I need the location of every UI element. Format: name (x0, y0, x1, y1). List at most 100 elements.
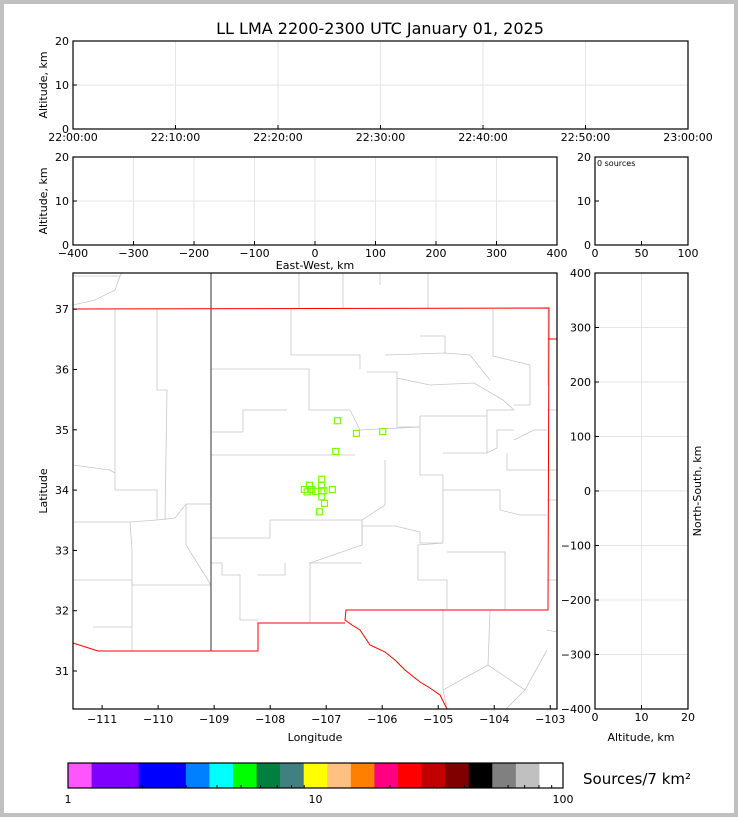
county-boundary (211, 368, 421, 431)
county-boundary (367, 371, 515, 411)
colorbar-swatch (539, 763, 564, 788)
county-boundary (73, 521, 133, 551)
county-boundary (505, 689, 526, 710)
lightning-source-marker (352, 429, 361, 438)
ns-panel-tick-label-y: −200 (561, 594, 591, 607)
colorbar-swatch (280, 763, 305, 788)
histogram-panel-frame (594, 156, 689, 246)
ns-panel-tick-label-y: −300 (561, 649, 591, 662)
colorbar-swatch (350, 763, 375, 788)
histogram-panel-tick-label-x: 50 (635, 247, 649, 260)
map-tick-label-x: −108 (255, 713, 285, 726)
lightning-source-marker (318, 493, 326, 501)
ew-panel-ylabel: Altitude, km (37, 167, 50, 234)
colorbar-swatch (209, 763, 234, 788)
ns-panel-xlabel: Altitude, km (607, 731, 674, 744)
time-panel-tick-label-x: 22:20:00 (253, 131, 302, 144)
county-boundary (420, 409, 514, 417)
state-boundary (72, 622, 345, 652)
ew-panel-tick-label-y: 20 (55, 151, 69, 164)
county-boundary (513, 429, 547, 441)
county-boundary (211, 519, 363, 623)
colorbar-tick-label: 100 (553, 793, 574, 806)
county-boundary (420, 335, 446, 353)
county-boundary (396, 378, 420, 428)
colorbar-swatch (138, 763, 187, 788)
colorbar-swatch (327, 763, 352, 788)
colorbar-swatch (256, 763, 281, 788)
colorbar-swatch (185, 763, 210, 788)
county-boundary (72, 464, 116, 474)
ew-panel-tick-label-x: 200 (426, 247, 447, 260)
colorbar-swatch (398, 763, 422, 788)
county-boundary (73, 579, 211, 586)
ew-panel-tick-label-x: −300 (118, 247, 148, 260)
county-boundary (492, 309, 531, 406)
figure-frame (4, 4, 734, 813)
map-tick-label-y: 35 (55, 424, 69, 437)
county-boundary (447, 551, 506, 609)
county-boundary (211, 562, 258, 621)
map-tick-label-y: 37 (55, 303, 69, 316)
map-xlabel: Longitude (288, 731, 343, 744)
colorbar-swatch (515, 763, 540, 788)
ns-panel-frame (594, 272, 689, 710)
time-panel-frame (72, 40, 689, 130)
lightning-source-marker (320, 499, 329, 507)
colorbar-swatch (374, 763, 399, 788)
colorbar-swatch (468, 763, 493, 788)
county-boundary (258, 563, 286, 576)
map-tick-label-x: −105 (423, 713, 453, 726)
time-panel-tick-label-x: 22:50:00 (561, 131, 610, 144)
colorbar-frame (67, 762, 564, 789)
time-panel-ylabel: Altitude, km (37, 51, 50, 118)
map-tick-label-y: 31 (55, 665, 69, 678)
colorbar-label: Sources/7 km² (583, 770, 691, 788)
ns-panel-tick-label-x: 20 (681, 711, 695, 724)
time-panel-tick-label-x: 23:00:00 (663, 131, 712, 144)
time-panel-tick-label-x: 22:00:00 (48, 131, 97, 144)
lightning-source-marker (333, 417, 342, 425)
lightning-source-marker (303, 488, 311, 496)
time-panel-tick-label-x: 22:40:00 (458, 131, 507, 144)
histogram-panel-tick-label-y: 10 (577, 195, 591, 208)
county-boundary (442, 664, 489, 691)
colorbar-swatch (492, 763, 517, 788)
county-boundary (156, 309, 168, 521)
county-boundary (419, 416, 443, 476)
ew-panel-frame (72, 156, 558, 246)
ew-panel-xlabel: East-West, km (276, 259, 354, 272)
lightning-source-marker (318, 475, 326, 483)
ew-panel-tick-label-y: 0 (62, 239, 69, 252)
map-tick-label-x: −111 (87, 713, 117, 726)
ns-panel-tick-label-y: 200 (570, 376, 591, 389)
colorbar-swatch (91, 763, 140, 788)
ew-panel-tick-label-x: 100 (365, 247, 386, 260)
map-tick-label-x: −106 (367, 713, 397, 726)
state-boundary (72, 307, 550, 710)
colorbar-swatch (233, 763, 257, 788)
figure-title: LL LMA 2200-2300 UTC January 01, 2025 (216, 19, 544, 38)
county-boundary (361, 460, 386, 521)
histogram-panel-tick-label-x: 100 (678, 247, 699, 260)
ew-panel-tick-label-y: 10 (55, 195, 69, 208)
time-panel-tick-label-x: 22:30:00 (356, 131, 405, 144)
county-boundary (546, 629, 558, 633)
ns-panel-tick-label-y: 100 (570, 431, 591, 444)
ns-panel-tick-label-x: 0 (592, 711, 599, 724)
county-boundary (442, 475, 547, 516)
map-tick-label-x: −104 (479, 713, 509, 726)
county-boundary (114, 309, 158, 520)
map-tick-label-y: 34 (55, 484, 69, 497)
county-boundary (443, 416, 488, 454)
lightning-source-marker (332, 447, 340, 456)
county-boundary (290, 309, 361, 369)
county-boundary (486, 429, 514, 454)
county-boundary (442, 609, 448, 710)
county-boundary (487, 610, 491, 666)
time-panel-tick-label-x: 22:10:00 (151, 131, 200, 144)
county-boundary (417, 490, 448, 609)
colorbar-swatch (445, 763, 470, 788)
ew-panel-tick-label-x: 400 (547, 247, 568, 260)
county-boundary (185, 504, 212, 586)
